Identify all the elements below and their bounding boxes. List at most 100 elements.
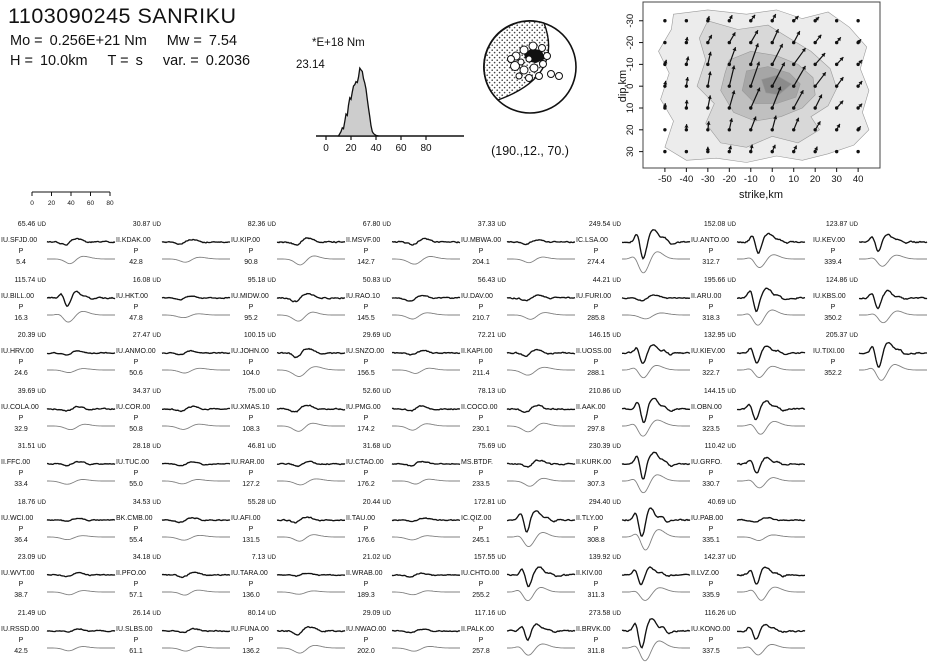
synthetic-trace xyxy=(392,368,460,373)
station-code: IU.CTAO.00 xyxy=(346,459,384,467)
phase-label: P xyxy=(0,415,42,423)
waveform-traces xyxy=(275,385,347,441)
station-code: II.KAPI.00 xyxy=(461,348,493,356)
observed-trace xyxy=(859,234,927,251)
observed-trace xyxy=(507,567,575,586)
amplitude-value: 37.33 xyxy=(478,221,496,228)
phase-label: P xyxy=(0,637,42,645)
phase-label: P xyxy=(345,470,387,478)
phase-label: P xyxy=(345,304,387,312)
observed-trace xyxy=(277,573,345,576)
synthetic-trace xyxy=(162,646,230,651)
azimuth-value: 36.4 xyxy=(0,537,42,545)
amplitude-value: 110.42 xyxy=(704,443,725,450)
station-code: IC.LSA.00 xyxy=(576,237,608,245)
waveform-traces xyxy=(620,551,692,607)
stf-peak-value: 23.14 xyxy=(296,59,325,71)
waveform-traces xyxy=(620,329,692,385)
azimuth-value: 297.8 xyxy=(575,426,617,434)
phase-label: P xyxy=(460,304,502,312)
synthetic-trace xyxy=(507,367,575,375)
azimuth-value: 32.9 xyxy=(0,426,42,434)
amplitude-value: 67.80 xyxy=(363,221,381,228)
svg-text:40: 40 xyxy=(853,174,864,185)
synthetic-trace xyxy=(507,532,575,546)
phase-label: P xyxy=(575,637,617,645)
synthetic-trace xyxy=(392,646,460,651)
azimuth-value: 311.3 xyxy=(575,592,617,600)
station-code: MS.BTDF. xyxy=(461,459,493,467)
amplitude-value: 205.37 xyxy=(826,332,847,339)
synthetic-trace xyxy=(47,535,115,539)
svg-text:-10: -10 xyxy=(625,58,636,72)
azimuth-value: 211.4 xyxy=(460,370,502,378)
slip-y-axis-label: dip,km xyxy=(617,70,629,102)
amplitude-value: 34.18 xyxy=(133,554,151,561)
phase-label: P xyxy=(0,248,42,256)
waveform-traces xyxy=(735,607,807,663)
phase-label: P xyxy=(690,359,732,367)
station-code: II.KURK.00 xyxy=(576,459,611,467)
azimuth-value: 104.0 xyxy=(230,370,272,378)
phase-label: P xyxy=(690,526,732,534)
observed-trace xyxy=(622,230,690,259)
amplitude-value: 20.39 xyxy=(18,332,36,339)
synthetic-trace xyxy=(737,366,805,377)
synthetic-trace xyxy=(507,257,575,263)
synthetic-trace xyxy=(507,588,575,601)
synthetic-trace xyxy=(162,313,230,317)
station-code: BK.CMB.00 xyxy=(116,515,153,523)
azimuth-value: 136.2 xyxy=(230,648,272,656)
amplitude-value: 30.87 xyxy=(133,221,151,228)
synthetic-trace xyxy=(737,255,805,268)
observed-trace xyxy=(162,351,230,355)
amplitude-value: 152.08 xyxy=(704,221,725,228)
azimuth-value: 108.3 xyxy=(230,426,272,434)
azimuth-value: 312.7 xyxy=(690,259,732,267)
waveform-traces xyxy=(735,551,807,607)
waveform-traces xyxy=(857,218,929,274)
amplitude-value: 273.58 xyxy=(589,610,610,617)
synthetic-trace xyxy=(859,365,927,381)
svg-text:20: 20 xyxy=(810,174,821,185)
synthetic-trace xyxy=(507,312,575,319)
amplitude-value: 195.66 xyxy=(704,277,725,284)
synthetic-trace xyxy=(47,480,115,485)
azimuth-value: 322.7 xyxy=(690,370,732,378)
station-code: IU.XMAS.10 xyxy=(231,404,270,412)
azimuth-value: 255.2 xyxy=(460,592,502,600)
observed-trace xyxy=(47,291,115,306)
amplitude-value: 52.60 xyxy=(363,388,381,395)
observed-trace xyxy=(47,462,115,466)
observed-trace xyxy=(737,457,805,473)
station-code: IU.TARA.00 xyxy=(231,570,268,578)
amplitude-value: 40.69 xyxy=(708,499,726,506)
observed-trace xyxy=(622,294,690,300)
observed-trace xyxy=(392,629,460,633)
waveform-traces xyxy=(275,274,347,330)
observed-trace xyxy=(162,462,230,466)
azimuth-value: 233.5 xyxy=(460,481,502,489)
synthetic-trace xyxy=(737,310,805,325)
amplitude-value: 157.55 xyxy=(474,554,495,561)
stf-unit-label: *E+18 Nm xyxy=(312,37,365,49)
amplitude-value: 249.54 xyxy=(589,221,610,228)
waveform-traces xyxy=(620,440,692,496)
